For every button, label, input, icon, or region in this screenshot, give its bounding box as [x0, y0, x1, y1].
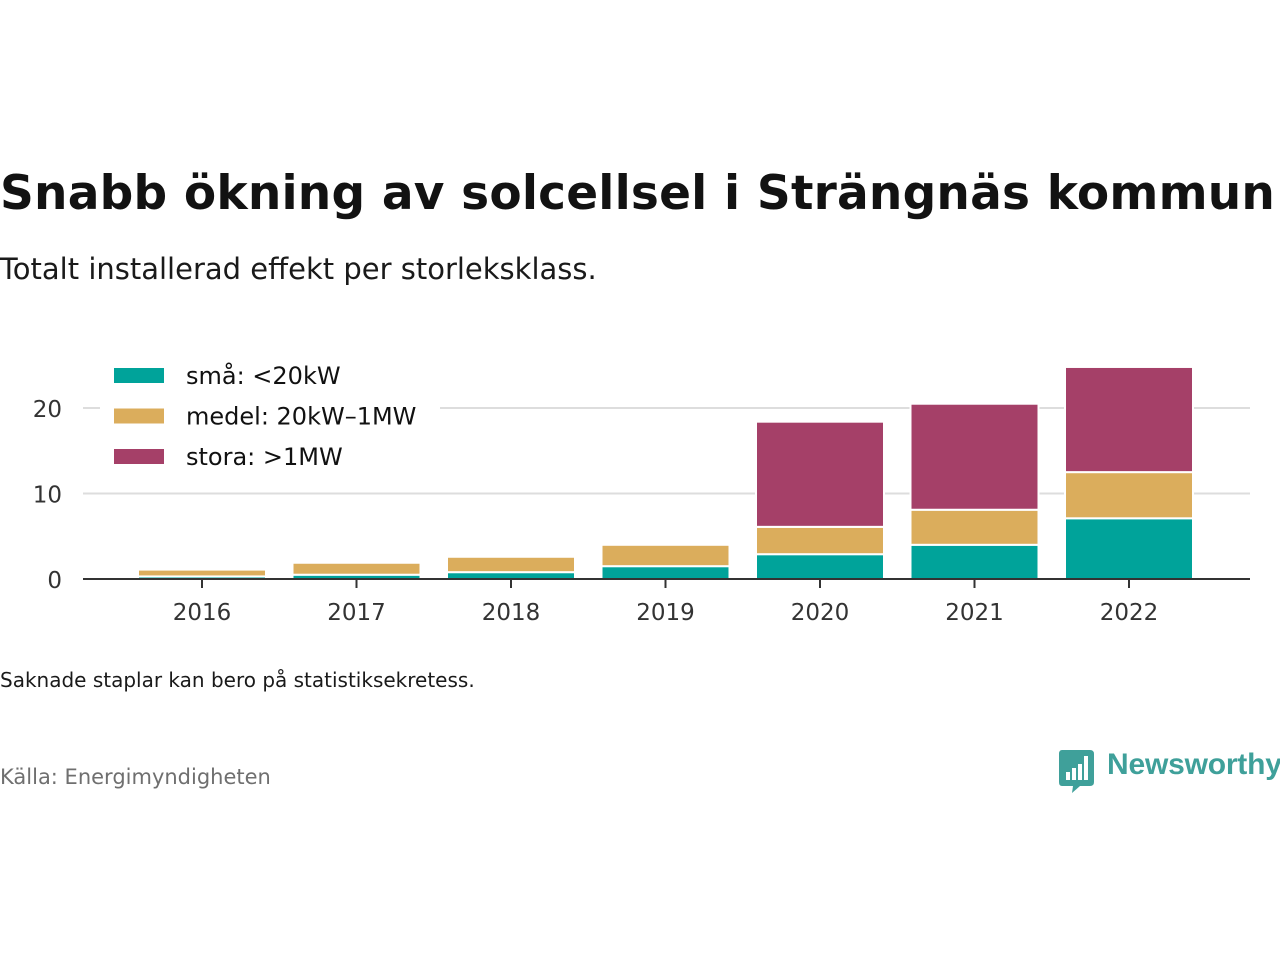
bar-2018-series-2 — [446, 555, 576, 574]
chart-title: Snabb ökning av solcellsel i Strängnäs k… — [0, 166, 1276, 221]
bar-2021-series-1 — [909, 543, 1040, 580]
bar-2022-series-3 — [1064, 365, 1194, 474]
bar-2018-series-1 — [446, 571, 576, 580]
stacked-bar-chart: 0 10 20 2016 2017 2018 2019 2020 2021 2022 små: <… — [33, 358, 1250, 626]
legend-swatch-2 — [114, 408, 164, 424]
bar-2020-series-3 — [755, 420, 885, 528]
legend-swatch-1 — [114, 368, 164, 383]
bar-2017-series-2 — [291, 561, 422, 576]
x-tick-label: 2016 — [173, 600, 232, 626]
y-tick-label: 0 — [47, 568, 62, 594]
chart-subtitle: Totalt installerad effekt per storlekskl… — [0, 252, 597, 286]
bar-2021-series-2 — [909, 508, 1040, 546]
x-tick-label: 2017 — [327, 600, 386, 626]
bar-2019-series-2 — [600, 543, 731, 568]
y-tick-label: 10 — [33, 483, 62, 509]
y-tick-label: 20 — [33, 397, 62, 423]
bar-2020-series-1 — [755, 553, 885, 581]
bar-2019-series-1 — [600, 565, 731, 580]
newsworthy-logo: Newsworthy — [1058, 748, 1280, 794]
x-tick-label: 2019 — [636, 600, 695, 626]
legend-label-1: små: <20kW — [186, 361, 341, 390]
footnote: Saknade staplar kan bero på statistiksek… — [0, 668, 475, 692]
source-label: Källa: Energimyndigheten — [0, 765, 271, 789]
x-tick-label: 2020 — [791, 600, 850, 626]
newsworthy-chart-bubble-icon — [1059, 750, 1094, 793]
bar-2016-series-2 — [137, 568, 267, 578]
legend-swatch-3 — [114, 449, 164, 464]
legend-label-2: medel: 20kW–1MW — [186, 403, 416, 431]
legend-label-3: stora: >1MW — [186, 443, 343, 471]
x-tick-label: 2018 — [482, 600, 541, 626]
bar-2021-series-3 — [909, 402, 1040, 511]
logo-text: Newsworthy — [1107, 748, 1280, 781]
x-tick-label: 2021 — [945, 600, 1004, 626]
bar-2022-series-2 — [1064, 471, 1194, 520]
bar-2022-series-1 — [1064, 517, 1194, 580]
bar-2020-series-2 — [755, 525, 885, 556]
x-tick-label: 2022 — [1100, 600, 1159, 626]
